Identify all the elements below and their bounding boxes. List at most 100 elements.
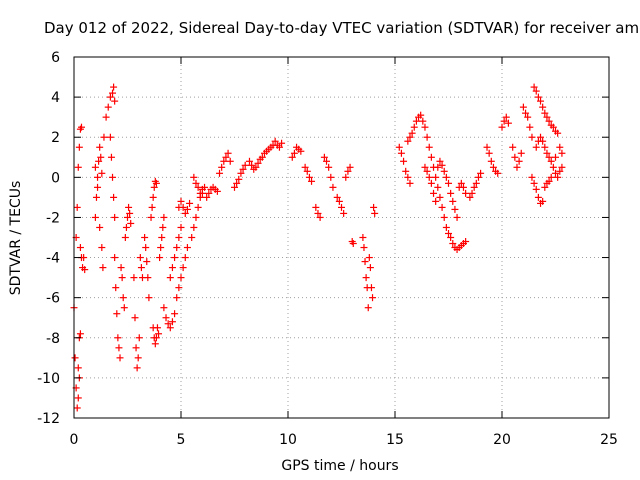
data-point — [502, 113, 510, 121]
data-point — [134, 354, 142, 362]
data-point — [125, 203, 133, 211]
data-point — [190, 223, 198, 231]
y-tick-label: -4 — [46, 251, 60, 267]
data-point — [513, 163, 521, 171]
data-point — [419, 117, 427, 125]
data-point — [106, 93, 114, 101]
data-point — [498, 123, 506, 131]
data-point — [290, 149, 298, 157]
data-point — [196, 189, 204, 197]
data-point — [406, 179, 414, 187]
data-point — [95, 157, 103, 165]
data-point — [162, 314, 170, 322]
data-point — [131, 314, 139, 322]
data-point — [297, 147, 305, 155]
data-point — [152, 179, 160, 187]
data-point — [442, 173, 450, 181]
data-point — [173, 294, 181, 302]
data-point — [308, 177, 316, 185]
data-point — [436, 157, 444, 165]
data-point — [168, 264, 176, 272]
data-point — [145, 294, 153, 302]
data-point — [110, 193, 118, 201]
data-point — [77, 123, 85, 131]
data-point — [323, 157, 331, 165]
data-point — [532, 87, 540, 95]
data-point — [237, 169, 245, 177]
data-point — [530, 83, 538, 91]
data-point — [402, 167, 410, 175]
data-point — [157, 244, 165, 252]
data-point — [470, 183, 478, 191]
data-point — [143, 258, 151, 266]
data-point — [220, 157, 228, 165]
data-point — [177, 197, 185, 205]
data-point — [543, 149, 551, 157]
data-point — [80, 254, 88, 262]
data-point — [489, 163, 497, 171]
data-point — [412, 117, 420, 125]
data-point — [504, 119, 512, 127]
x-tick-label: 25 — [600, 432, 618, 448]
data-point — [96, 143, 104, 151]
data-point — [164, 320, 172, 328]
data-point — [442, 223, 450, 231]
data-point — [116, 354, 124, 362]
data-point — [98, 244, 106, 252]
x-tick-label: 15 — [386, 432, 404, 448]
data-point — [159, 223, 167, 231]
plot-frame — [73, 56, 610, 419]
data-point — [97, 153, 105, 161]
data-point — [92, 193, 100, 201]
data-point — [366, 264, 374, 272]
y-tick-labels: -12 -10 -8 -6 -4 -2 0 2 4 6 — [37, 50, 60, 427]
data-point — [74, 364, 82, 372]
data-point — [440, 213, 448, 221]
data-point — [547, 173, 555, 181]
data-point — [362, 274, 370, 282]
data-point — [168, 318, 176, 326]
data-point — [96, 223, 104, 231]
data-point — [425, 143, 433, 151]
data-point — [119, 294, 127, 302]
data-point — [303, 167, 311, 175]
data-point — [515, 157, 523, 165]
data-point — [133, 364, 141, 372]
data-point — [349, 240, 357, 248]
data-point — [404, 173, 412, 181]
data-point — [115, 344, 123, 352]
data-point — [434, 183, 442, 191]
data-point — [305, 173, 313, 181]
data-point — [166, 324, 174, 332]
data-point — [545, 117, 553, 125]
data-point — [552, 153, 559, 161]
data-point — [104, 103, 112, 111]
data-point — [75, 143, 83, 151]
data-point — [547, 157, 555, 165]
data-point — [137, 264, 145, 272]
x-tick-labels: 0 5 10 15 20 25 — [70, 432, 618, 448]
y-tick-label: 6 — [51, 50, 60, 66]
data-point — [122, 223, 130, 231]
data-point — [117, 264, 125, 272]
data-point — [406, 133, 414, 141]
y-tick-label: 2 — [51, 130, 60, 146]
data-point — [539, 197, 547, 205]
data-point — [537, 97, 545, 105]
data-point — [258, 153, 266, 161]
data-point — [438, 203, 446, 211]
data-point — [556, 167, 564, 175]
data-point — [449, 240, 457, 248]
data-point — [485, 149, 493, 157]
data-point — [404, 137, 412, 145]
data-point — [346, 163, 354, 171]
data-point — [532, 143, 540, 151]
data-point — [530, 179, 538, 187]
data-point — [466, 193, 474, 201]
data-point — [434, 163, 442, 171]
y-tick-label: 0 — [51, 170, 60, 186]
data-point — [360, 244, 368, 252]
data-point — [245, 157, 253, 165]
